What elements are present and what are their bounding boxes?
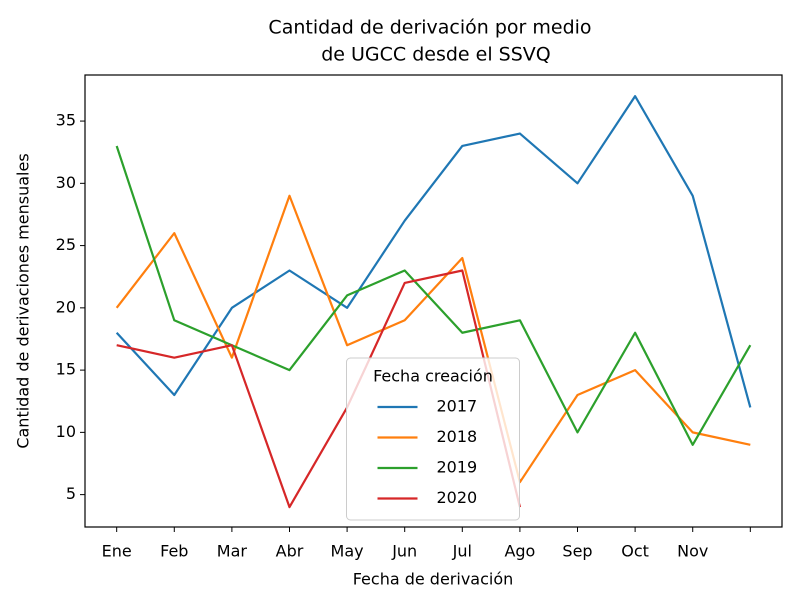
chart-title: Cantidad de derivación por medio [268,17,591,39]
x-tick-label: Jul [452,542,472,561]
x-tick-label: Sep [562,542,592,561]
legend-title: Fecha creación [373,367,493,386]
x-tick-label: Abr [276,542,304,561]
x-tick-label: Feb [160,542,188,561]
x-axis-label: Fecha de derivación [353,570,514,589]
y-tick-label: 20 [56,297,76,316]
x-tick-label: Ago [504,542,535,561]
x-tick-label: Mar [217,542,248,561]
x-tick-label: Ene [102,542,132,561]
legend-box [346,357,520,521]
series-line [115,145,752,446]
y-tick-label: 15 [56,360,76,379]
y-tick-label: 5 [66,484,76,503]
legend-label: 2020 [437,488,478,507]
chart-title: de UGCC desde el SSVQ [321,44,551,66]
series-line [115,194,751,484]
y-axis-label: Cantidad de derivaciones mensuales [14,153,33,448]
series-line [116,269,521,509]
y-tick-label: 35 [56,111,76,130]
legend-label: 2018 [437,427,478,446]
legend-label: 2019 [437,458,478,477]
x-tick-label: May [331,542,364,561]
legend-label: 2017 [437,397,478,416]
y-tick-label: 25 [56,235,76,254]
plot-frame [84,74,783,528]
y-tick-label: 30 [56,173,76,192]
x-tick-label: Nov [677,542,708,561]
y-tick-label: 10 [56,422,76,441]
series-line [115,95,752,408]
x-tick-label: Oct [621,542,649,561]
x-tick-label: Jun [391,542,417,561]
